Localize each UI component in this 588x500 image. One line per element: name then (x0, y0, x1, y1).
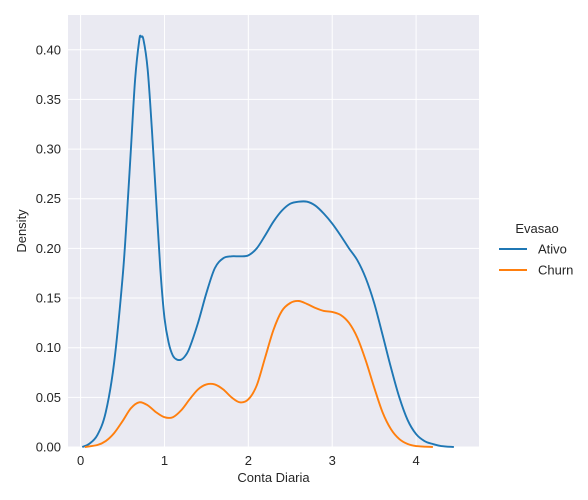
y-tick-label: 0.40 (36, 42, 61, 57)
series-line-ativo (81, 34, 454, 448)
y-tick-label: 0.20 (36, 241, 61, 256)
y-tick-label: 0.35 (36, 92, 61, 107)
x-tick-label: 0 (77, 453, 84, 468)
y-axis-label: Density (14, 209, 29, 253)
legend-items: Ativo Churn (499, 242, 573, 278)
legend-label-ativo: Ativo (538, 242, 567, 257)
legend-label-churn: Churn (538, 263, 573, 278)
legend: Evasao Ativo Churn (499, 221, 573, 278)
y-tick-label: 0.30 (36, 142, 61, 157)
x-tick-label: 2 (245, 453, 252, 468)
y-tick-label: 0.00 (36, 440, 61, 455)
y-tick-label: 0.05 (36, 390, 61, 405)
x-axis-label: Conta Diaria (237, 470, 310, 485)
y-tick-label: 0.15 (36, 291, 61, 306)
x-tick-label: 4 (412, 453, 419, 468)
legend-title: Evasao (515, 221, 558, 236)
y-tick-label: 0.25 (36, 191, 61, 206)
x-axis-ticks: 0 1 2 3 4 (77, 453, 420, 468)
grid (68, 15, 479, 448)
y-tick-label: 0.10 (36, 340, 61, 355)
x-tick-label: 3 (329, 453, 336, 468)
series-line-churn (84, 300, 433, 448)
plot-background (68, 15, 479, 447)
y-axis-ticks: 0.00 0.05 0.10 0.15 0.20 0.25 0.30 0.35 0.40 (36, 42, 61, 454)
series-layer (81, 34, 454, 448)
x-tick-label: 1 (161, 453, 168, 468)
